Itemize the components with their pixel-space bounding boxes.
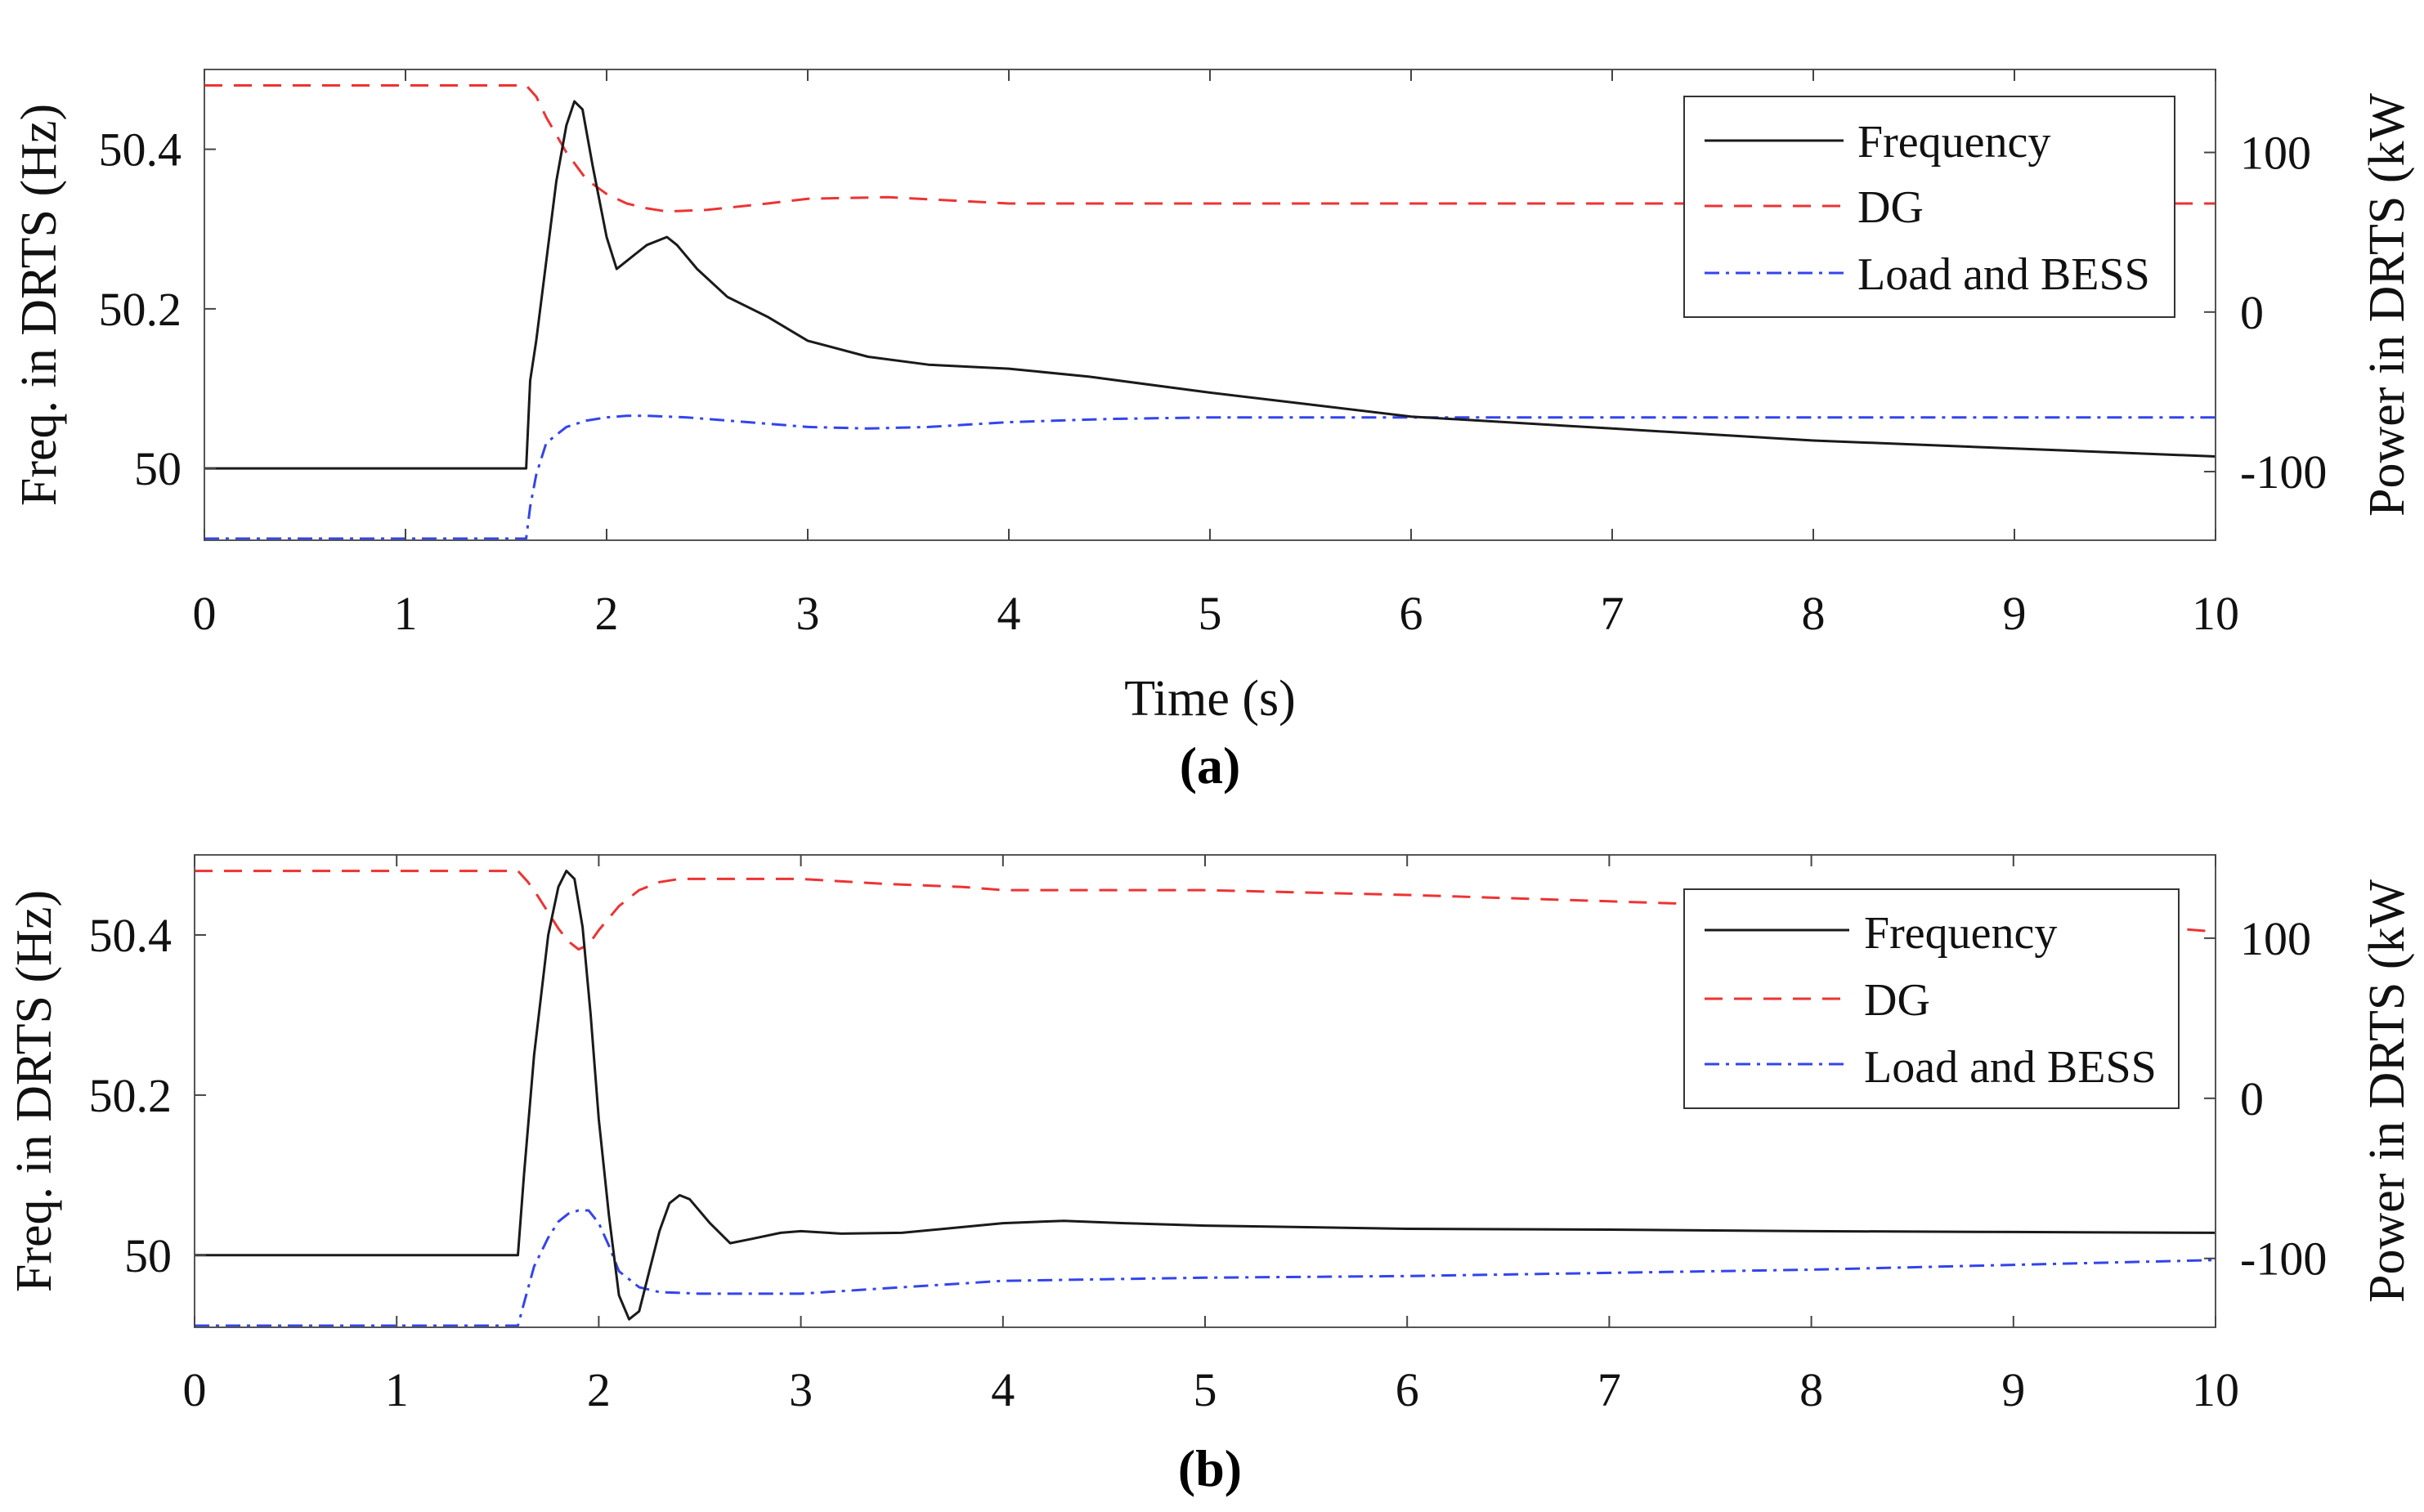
panel-a-xtick-label: 7 [1601, 587, 1624, 640]
panel-a-plot [204, 84, 2216, 540]
panel-b-plot [195, 870, 2216, 1327]
panel-a-series-dg [204, 84, 2216, 213]
panel-a-xtick-label: 8 [1802, 587, 1826, 640]
panel-b-xtick-label: 5 [1194, 1363, 1217, 1416]
panel-a-legend-label-frequency: Frequency [1857, 117, 2050, 168]
panel-a-ytick-right-label: 0 [2240, 286, 2264, 339]
panel-b-xtick-label: 10 [2192, 1363, 2239, 1416]
panel-a-xtick-label: 4 [997, 587, 1021, 640]
panel-a-xtick-label: 10 [2192, 587, 2239, 640]
panel-a-ylabel-left: Freq. in DRTS (Hz) [11, 104, 67, 506]
panel-b-xtick-label: 1 [385, 1363, 409, 1416]
panel-a-ytick-left-label: 50.4 [99, 123, 182, 177]
panel-b-xtick-label: 8 [1799, 1363, 1823, 1416]
panel-b-xtick-label: 7 [1597, 1363, 1621, 1416]
panel-b-legend-label-dg: DG [1864, 975, 1930, 1026]
panel-a-ytick-left-label: 50 [134, 442, 181, 495]
panel-a-xtick-label: 2 [595, 587, 619, 640]
panel-b-ytick-left-label: 50 [124, 1229, 172, 1282]
panel-b-xtick-label: 6 [1396, 1363, 1419, 1416]
panel-b-ytick-left-label: 50.4 [89, 909, 173, 962]
panel-b-xtick-label: 9 [2001, 1363, 2025, 1416]
panel-a-legend-label-dg: DG [1857, 182, 1924, 233]
panel-b-legend-label-frequency: Frequency [1864, 908, 2057, 959]
panel-b-ylabel-right: Power in DRTS (kW [2359, 879, 2415, 1303]
panel-b-ytick-right-label: -100 [2240, 1232, 2327, 1286]
panel-a-xtick-label: 6 [1400, 587, 1423, 640]
panel-a-ytick-right-label: 100 [2240, 127, 2311, 180]
panel-a-series-frequency [204, 100, 2216, 470]
panel-a-ticks: 0 1 2 3 4 5 6 7 8 9 10 50 50.2 50.4 -100 0 100 [99, 69, 2327, 640]
panel-b-legend-label-load-bess: Load and BESS [1864, 1042, 2157, 1093]
panel-a-xtick-label: 3 [796, 587, 820, 640]
panel-b-ytick-left-label: 50.2 [89, 1069, 173, 1122]
panel-a-xtick-label: 9 [2003, 587, 2027, 640]
panel-a-legend-label-load-bess: Load and BESS [1857, 249, 2150, 300]
panel-b-series-frequency [195, 870, 2216, 1321]
panel-b-xtick-label: 3 [789, 1363, 813, 1416]
panel-b-series-dg [195, 870, 2216, 951]
panel-a-label: (a) [1180, 736, 1241, 794]
panel-b-series-load-and-bess [195, 1209, 2216, 1327]
panel-a-ytick-right-label: -100 [2240, 445, 2327, 499]
panel-b-xtick-label: 0 [183, 1363, 207, 1416]
panel-b: 0 1 2 3 4 5 6 7 8 9 10 50 50.2 50.4 -100 0 100 Frequency… [7, 854, 2415, 1497]
panel-b-ytick-right-label: 0 [2240, 1072, 2264, 1125]
panel-a-xtick-label: 0 [193, 587, 217, 640]
panel-b-ylabel-left: Freq. in DRTS (Hz) [7, 890, 62, 1292]
panel-a-legend: Frequency DG Load and BESS [1683, 96, 2175, 318]
panel-b-ticks: 0 1 2 3 4 5 6 7 8 9 10 50 50.2 50.4 -100 0 100 [89, 855, 2327, 1416]
panel-a-xtick-label: 5 [1199, 587, 1222, 640]
panel-a-series-load-and-bess [204, 414, 2216, 540]
panel-b-xtick-label: 2 [587, 1363, 611, 1416]
panel-a: 0 1 2 3 4 5 6 7 8 9 10 50 50.2 50.4 -100 0 100 Frequency… [11, 69, 2415, 794]
panel-b-ytick-right-label: 100 [2240, 912, 2311, 965]
panel-b-label: (b) [1178, 1439, 1242, 1497]
panel-b-legend: Frequency DG Load and BESS [1683, 888, 2180, 1109]
panel-a-ytick-left-label: 50.2 [99, 283, 182, 336]
panel-a-ylabel-right: Power in DRTS (kW [2359, 92, 2415, 517]
panel-a-xtick-label: 1 [394, 587, 418, 640]
panel-a-xlabel: Time (s) [1124, 671, 1296, 727]
panel-b-xtick-label: 4 [991, 1363, 1015, 1416]
